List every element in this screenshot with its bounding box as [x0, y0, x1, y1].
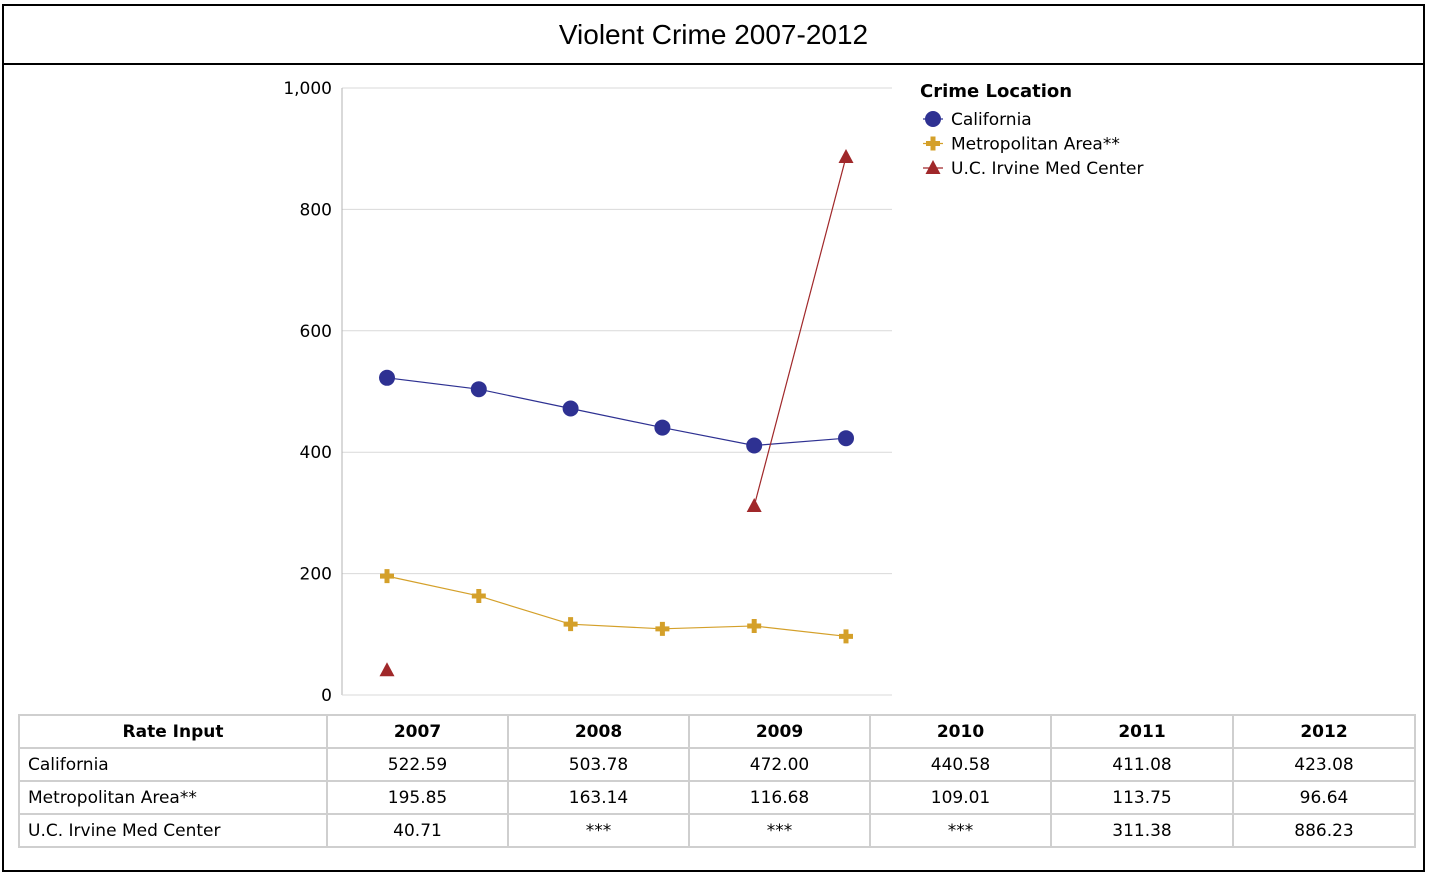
y-tick-label: 1,000 [283, 79, 332, 99]
table-cell: 113.75 [1050, 780, 1234, 815]
table-cell: 411.08 [1050, 747, 1234, 782]
data-point [380, 569, 394, 584]
y-tick-label: 200 [300, 565, 332, 585]
data-point [926, 136, 940, 151]
legend-label: Metropolitan Area** [951, 135, 1120, 155]
table-row: U.C. Irvine Med Center 40.71 *** *** ***… [18, 813, 1416, 848]
table-cell: *** [507, 813, 690, 848]
data-point [925, 160, 941, 174]
table-header-year: 2008 [507, 714, 690, 749]
table-cell: 472.00 [688, 747, 871, 782]
data-point [839, 629, 853, 644]
series-line [753, 156, 847, 507]
table-header-year: 2009 [688, 714, 871, 749]
table-row-label: Metropolitan Area** [18, 780, 328, 815]
data-point [925, 111, 941, 127]
table-cell: 311.38 [1050, 813, 1234, 848]
table-cell: 163.14 [507, 780, 690, 815]
table-row: California 522.59 503.78 472.00 440.58 4… [18, 747, 1416, 782]
table-cell: 886.23 [1232, 813, 1416, 848]
data-table: Rate Input 2007 2008 2009 2010 2011 2012… [18, 714, 1416, 848]
data-point [471, 588, 486, 603]
table-cell: 522.59 [326, 747, 509, 782]
data-point [655, 621, 670, 636]
chart-title: Violent Crime 2007-2012 [4, 6, 1423, 65]
table-cell: 96.64 [1232, 780, 1416, 815]
data-point [562, 400, 579, 417]
data-point [838, 430, 854, 447]
series-line [386, 377, 847, 447]
table-row-label: U.C. Irvine Med Center [18, 813, 328, 848]
table-cell: 503.78 [507, 747, 690, 782]
table-row: Metropolitan Area** 195.85 163.14 116.68… [18, 780, 1416, 815]
table-header-year: 2011 [1050, 714, 1234, 749]
table-cell: 116.68 [688, 780, 871, 815]
data-point [747, 618, 762, 633]
data-point [470, 381, 487, 398]
table-cell: 423.08 [1232, 747, 1416, 782]
table-cell: 109.01 [869, 780, 1052, 815]
table-cell: 440.58 [869, 747, 1052, 782]
legend-label: U.C. Irvine Med Center [951, 159, 1144, 179]
table-header-row: Rate Input 2007 2008 2009 2010 2011 2012 [18, 714, 1416, 749]
data-point [379, 369, 395, 386]
table-row-label: California [18, 747, 328, 782]
table-header-year: 2007 [326, 714, 509, 749]
data-point [746, 497, 762, 512]
chart-frame: Violent Crime 2007-2012 [2, 4, 1425, 872]
table-cell: 40.71 [326, 813, 509, 848]
legend-title: Crime Location [920, 81, 1072, 102]
table-header-year: 2012 [1232, 714, 1416, 749]
legend-label: California [951, 110, 1032, 130]
y-tick-label: 400 [300, 443, 332, 463]
table-header-label: Rate Input [18, 714, 328, 749]
data-point [838, 149, 854, 164]
series-line [386, 575, 847, 637]
y-tick-label: 0 [321, 686, 332, 706]
y-tick-label: 800 [300, 200, 332, 220]
table-cell: *** [869, 813, 1052, 848]
y-tick-label: 600 [300, 322, 332, 342]
data-point [746, 437, 763, 454]
data-point [563, 617, 578, 632]
table-cell: 195.85 [326, 780, 509, 815]
table-header-year: 2010 [869, 714, 1052, 749]
data-point [654, 419, 671, 436]
data-point [379, 662, 395, 677]
table-cell: *** [688, 813, 871, 848]
